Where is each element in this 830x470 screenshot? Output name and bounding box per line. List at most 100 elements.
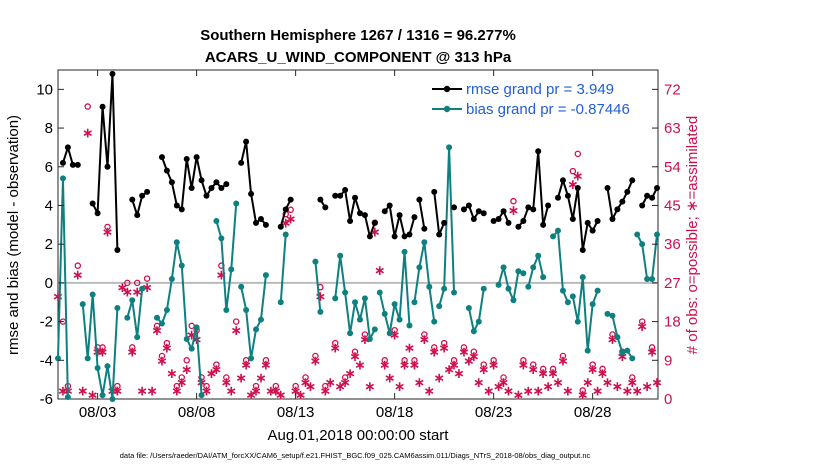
obs-assimilated-marker: ∗: [423, 383, 435, 399]
bias-point: [109, 396, 116, 402]
obs-assimilated-marker: ∗: [52, 289, 64, 305]
rmse-point: [248, 190, 255, 197]
rmse-point: [287, 196, 294, 203]
y-tick-label: 4: [45, 197, 53, 214]
rmse-point: [183, 156, 190, 163]
obs-possible-marker: [331, 339, 339, 347]
obs-assimilated-marker: ∗: [245, 388, 257, 404]
bias-point: [312, 258, 319, 265]
bias-point: [470, 328, 477, 335]
rmse-point: [173, 202, 180, 209]
obs-assimilated-marker: ∗: [201, 383, 213, 399]
rmse-point: [178, 206, 185, 213]
bias-point: [183, 336, 190, 343]
bias-line-segment: [156, 241, 203, 396]
obs-possible-marker: [143, 275, 151, 282]
axis-ticks-layer: 08/03 08/08 08/13 08/18 08/23 08/28 -6 -4 -2 0 2 4 6…: [36, 70, 681, 421]
rmse-point: [574, 185, 581, 192]
obs-assimilated-marker: ∗: [473, 375, 485, 391]
rmse-point: [317, 196, 324, 203]
obs-assimilated-marker: ∗: [176, 375, 188, 391]
rmse-point: [223, 181, 230, 188]
y-tick-label: 10: [36, 81, 53, 98]
obs-assimilated-marker: ∗: [369, 224, 381, 240]
rmse-point: [559, 177, 566, 184]
obs-assimilated-marker: ∗: [503, 383, 515, 399]
rmse-line-segment: [131, 191, 148, 217]
bias-series-layer: [55, 144, 661, 402]
rmse-series-layer: [59, 70, 661, 253]
rmse-point: [649, 194, 656, 201]
obs-assimilated-marker: ∗: [602, 375, 614, 391]
bias-point: [248, 355, 255, 362]
obs-assimilated-marker: ∗: [305, 379, 317, 395]
bias-point: [262, 272, 269, 279]
rmse-point: [238, 159, 245, 166]
rmse-point: [431, 188, 438, 195]
obs-assimilated-marker: ∗: [334, 379, 346, 395]
obs-assimilated-marker: ∗: [215, 267, 227, 283]
bias-point: [228, 266, 235, 273]
bias-point: [451, 289, 458, 296]
y-tick-label: 8: [45, 120, 53, 137]
bias-point: [480, 285, 487, 292]
bias-point: [426, 283, 433, 290]
obs-assimilated-marker: ∗: [374, 263, 386, 279]
obs-assimilated-marker: ∗: [270, 383, 282, 399]
obs-assimilated-marker: ∗: [409, 358, 421, 374]
obs-assimilated-marker: ∗: [636, 319, 648, 335]
rmse-point: [371, 219, 378, 226]
obs-assimilated-marker: ∗: [329, 340, 341, 356]
obs-assimilated-marker: ∗: [631, 383, 643, 399]
rmse-point: [322, 204, 329, 211]
rmse-point: [579, 246, 586, 253]
rmse-point: [470, 216, 477, 223]
bias-point: [163, 306, 170, 313]
obs-assimilated-marker: ∗: [136, 383, 148, 399]
bias-point: [505, 285, 512, 292]
obs-assimilated-marker: ∗: [315, 289, 327, 305]
obs-possible-marker: [114, 382, 121, 390]
bias-point: [540, 274, 547, 281]
rmse-point: [436, 231, 443, 238]
bias-point: [614, 334, 621, 341]
obs-assimilated-marker: ∗: [394, 379, 406, 395]
obs-possible-marker: [99, 344, 106, 351]
rmse-point: [356, 210, 363, 217]
rmse-point: [99, 103, 106, 110]
obs-assimilated-marker: ∗: [116, 280, 128, 296]
obs-assimilated-marker: ∗: [527, 362, 539, 378]
obs-assimilated-marker: ∗: [339, 375, 351, 391]
rmse-point: [451, 204, 458, 211]
bias-point: [535, 252, 542, 259]
rmse-point: [535, 148, 542, 155]
obs-assimilated-marker: ∗: [517, 358, 529, 374]
obs-possible-marker: [500, 374, 507, 381]
chart-title-line1: Southern Hemisphere 1267 / 1316 = 96.277…: [200, 27, 516, 44]
bias-point: [391, 301, 398, 308]
rmse-point: [74, 161, 81, 168]
rmse-point: [540, 221, 547, 228]
y-right-tick-label: 54: [664, 159, 681, 176]
obs-possible-marker: [381, 357, 388, 364]
bias-point: [550, 233, 557, 240]
bias-point: [317, 308, 324, 315]
legend: rmse grand pr = 3.949 bias grand pr = -0…: [432, 81, 630, 118]
rmse-point: [604, 185, 611, 192]
y-right-tick-label: 18: [664, 314, 681, 331]
bias-point: [629, 355, 636, 362]
x-tick-label: 08/08: [178, 404, 216, 421]
obs-possible-marker: [183, 357, 190, 364]
obs-assimilated-marker: ∗: [453, 366, 465, 382]
rmse-point: [614, 206, 621, 213]
bias-point: [495, 281, 502, 288]
x-axis-label: Aug.01,2018 00:00:00 start: [268, 427, 450, 444]
bias-point: [634, 231, 641, 238]
obs-assimilated-marker: ∗: [443, 362, 455, 378]
bias-point: [386, 330, 393, 337]
rmse-point: [104, 163, 111, 170]
obs-assimilated-marker: ∗: [513, 388, 525, 404]
obs-possible-marker: [361, 331, 369, 338]
rmse-line-segment: [418, 199, 426, 229]
obs-possible-marker: [173, 382, 181, 390]
